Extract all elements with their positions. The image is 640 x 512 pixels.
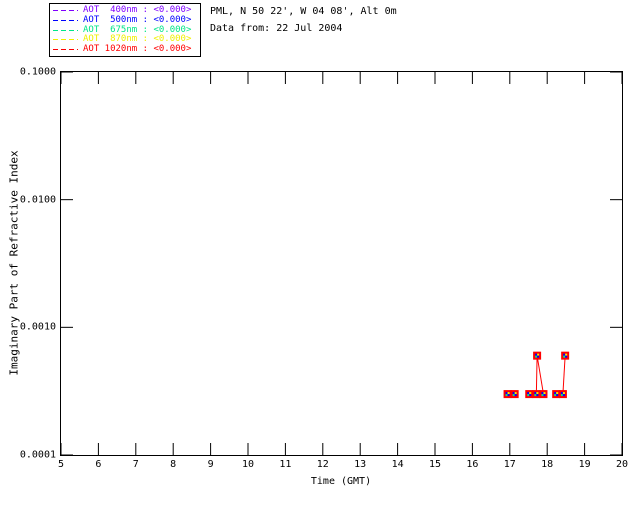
y-axis-tick-label: 0.0010	[19, 321, 56, 333]
dashed-line-icon	[53, 29, 78, 31]
y-axis-tick-label: 0.0100	[19, 194, 56, 206]
data-point-marker-fill	[541, 394, 544, 397]
x-axis-tick-label: 18	[541, 459, 554, 470]
data-point-marker-fill	[505, 392, 508, 395]
data-point-marker-fill	[554, 394, 557, 397]
data-point-marker-fill	[563, 353, 566, 356]
data-point-marker-fill	[556, 392, 559, 395]
legend-row: AOT 870nm : <0.000>	[53, 35, 197, 44]
data-point-marker-fill	[512, 394, 515, 397]
data-line-segment	[536, 355, 544, 395]
x-axis-tick-label: 12	[316, 459, 329, 470]
y-axis-tick-label: 0.1000	[19, 66, 56, 78]
data-point-marker-fill	[507, 394, 510, 397]
data-point-marker-fill	[535, 355, 538, 358]
plot-area	[60, 71, 623, 456]
x-axis-tick-label: 9	[207, 459, 214, 470]
data-point-marker-fill	[514, 394, 517, 397]
y-axis-title: Imaginary Part of Refractive Index	[7, 150, 21, 376]
data-point-marker-fill	[543, 392, 546, 395]
data-point-marker-fill	[534, 392, 537, 395]
data-point-marker-fill	[535, 353, 538, 356]
x-axis-tick-label: 13	[354, 459, 367, 470]
data-point-marker-fill	[529, 392, 532, 395]
data-point-marker-fill	[514, 392, 517, 395]
data-line-segment	[562, 355, 566, 395]
x-axis-tick-label: 8	[170, 459, 177, 470]
data-point-marker-fill	[560, 392, 563, 395]
x-axis-tick-label: 11	[279, 459, 292, 470]
x-axis-tick-label: 14	[391, 459, 404, 470]
y-axis-tick-label: 0.0001	[19, 449, 56, 461]
x-axis-title: Time (GMT)	[310, 476, 372, 487]
legend-row: AOT 400nm : <0.000>	[53, 6, 197, 15]
x-axis-tick-label: 6	[95, 459, 102, 470]
plot-canvas	[61, 72, 622, 455]
data-point-marker-fill	[560, 394, 563, 397]
x-axis-tick-label: 17	[503, 459, 516, 470]
data-point-marker-fill	[537, 355, 540, 358]
data-point-marker-fill	[541, 392, 544, 395]
legend-box: AOT 400nm : <0.000> AOT 500nm : <0.000> AO…	[49, 3, 201, 57]
legend-row: AOT 1020nm : <0.000>	[53, 45, 197, 54]
data-point-marker-fill	[543, 394, 546, 397]
x-axis-tick-label: 10	[241, 459, 255, 470]
x-axis-tick-label: 20	[615, 459, 629, 470]
data-point-marker-fill	[529, 394, 532, 397]
legend-label: AOT 400nm : <0.000>	[83, 5, 192, 15]
data-point-marker-fill	[527, 394, 530, 397]
legend-row: AOT 675nm : <0.000>	[53, 24, 197, 35]
data-point-marker-fill	[562, 392, 565, 395]
data-point-marker-fill	[563, 355, 566, 358]
dashed-line-icon	[53, 19, 78, 21]
data-point-marker-fill	[537, 353, 540, 356]
x-axis-tick-label: 19	[578, 459, 591, 470]
x-axis-tick-label: 7	[132, 459, 139, 470]
data-point-marker-fill	[527, 392, 530, 395]
x-axis-tick-label: 15	[428, 459, 442, 470]
data-point-marker-fill	[505, 394, 508, 397]
data-point-marker-fill	[562, 394, 565, 397]
data-point-marker-fill	[536, 392, 539, 395]
dashed-line-icon	[53, 49, 78, 50]
legend-label: AOT 675nm : <0.000>	[83, 24, 192, 35]
data-point-marker-fill	[554, 392, 557, 395]
data-point-marker-fill	[534, 394, 537, 397]
legend-label: AOT 500nm : <0.000>	[83, 14, 192, 25]
data-date-subtitle: Data from: 22 Jul 2004	[210, 23, 343, 34]
x-axis-tick-label: 16	[466, 459, 479, 470]
legend-row: AOT 500nm : <0.000>	[53, 14, 197, 25]
data-point-marker-fill	[512, 392, 515, 395]
data-point-marker-fill	[507, 392, 510, 395]
data-point-marker-fill	[536, 394, 539, 397]
legend-label: AOT 870nm : <0.000>	[83, 34, 192, 45]
data-line-segment	[535, 355, 538, 395]
site-location-title: PML, N 50 22', W 04 08', Alt 0m	[210, 6, 397, 17]
legend-label: AOT 1020nm : <0.000>	[83, 44, 192, 54]
dashed-line-icon	[53, 10, 78, 11]
data-point-marker-fill	[565, 353, 568, 356]
x-axis-tick-label: 5	[57, 459, 65, 470]
data-point-marker-fill	[565, 355, 568, 358]
data-point-marker-fill	[556, 394, 559, 397]
dashed-line-icon	[53, 39, 78, 41]
